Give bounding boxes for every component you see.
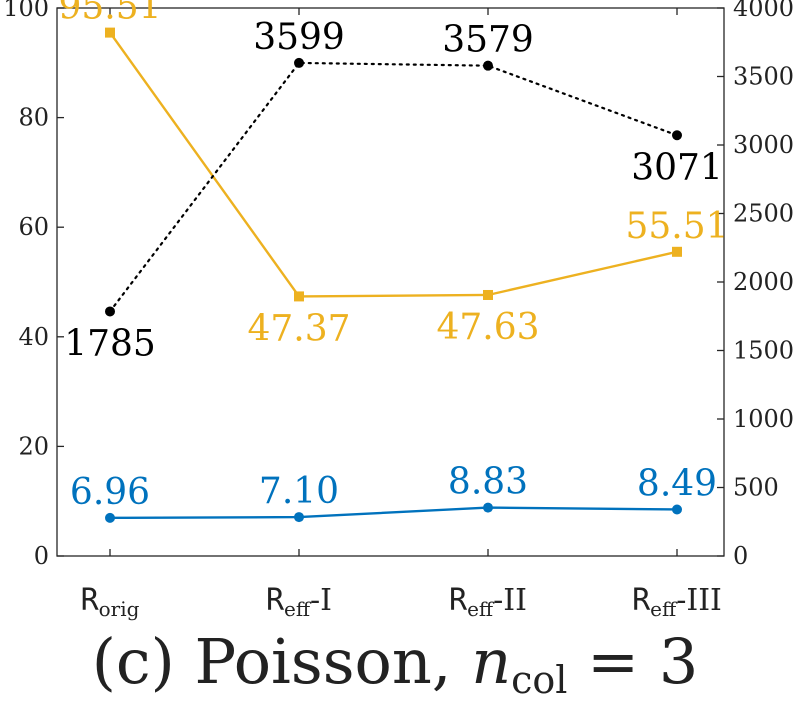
caption-var: n: [471, 625, 511, 698]
data-label-black: 3599: [253, 17, 345, 58]
x-tick-label: Rorig: [81, 583, 140, 621]
caption-suffix: = 3: [567, 625, 698, 698]
x-axis: Rorig Reff-I Reff-II Reff-III: [81, 8, 722, 621]
data-point-orange: [672, 246, 682, 257]
series-line-orange: [109, 31, 678, 298]
right-tick-label: 4000: [733, 0, 793, 22]
data-labels: 95.51 47.37 47.63 55.51 6.96 7.10 8.83 8.49 1785…: [58, 0, 728, 513]
data-label-orange: 47.63: [436, 307, 539, 348]
series-line-blue: [109, 506, 678, 520]
data-point-black: [672, 130, 682, 141]
data-label-black: 1785: [64, 323, 156, 364]
data-point-orange: [105, 27, 115, 38]
x-tick-label: Reff-I: [266, 583, 332, 621]
left-tick-label: 40: [18, 323, 49, 351]
data-point-blue: [105, 512, 115, 523]
right-tick-label: 500: [733, 474, 779, 502]
caption-prefix: (c) Poisson,: [92, 625, 471, 698]
right-tick-label: 1500: [733, 337, 793, 365]
right-tick-label: 0: [733, 542, 748, 570]
data-label-blue: 7.10: [259, 471, 339, 512]
data-point-blue: [483, 502, 493, 513]
caption-sub: col: [511, 658, 567, 702]
data-label-orange: 47.37: [247, 308, 350, 349]
data-label-blue: 6.96: [70, 472, 150, 513]
series-layer: [105, 27, 682, 523]
left-tick-label: 0: [34, 542, 49, 570]
data-label-blue: 8.83: [448, 462, 528, 503]
data-point-blue: [294, 512, 304, 523]
left-tick-label: 80: [18, 104, 49, 132]
left-axis: 0 20 40 60 80 100: [3, 0, 64, 570]
data-label-blue: 8.49: [637, 463, 717, 504]
series-line-black: [108, 61, 679, 313]
right-tick-label: 3000: [733, 131, 793, 159]
data-point-black: [483, 60, 493, 71]
data-label-orange: 95.51: [58, 0, 161, 28]
left-tick-label: 20: [18, 432, 49, 460]
x-tick-label: Reff-II: [449, 583, 527, 621]
right-tick-label: 1000: [733, 405, 793, 433]
right-tick-label: 3500: [733, 63, 793, 91]
chart-caption: (c) Poisson, ncol = 3: [92, 625, 699, 702]
data-label-black: 3071: [631, 147, 723, 188]
right-axis: 0 500 1000 1500 2000 2500 3000 3500 4000: [717, 0, 793, 570]
plot-area: [56, 7, 725, 557]
data-point-orange: [294, 291, 304, 302]
data-point-orange: [483, 289, 493, 300]
x-tick-label: Reff-III: [632, 583, 722, 621]
right-tick-label: 2000: [733, 268, 793, 296]
data-label-orange: 55.51: [625, 206, 728, 247]
data-point-black: [294, 57, 304, 68]
data-point-blue: [672, 504, 682, 515]
data-label-black: 3579: [442, 20, 534, 61]
right-tick-label: 2500: [733, 200, 793, 228]
left-tick-label: 60: [18, 213, 49, 241]
left-tick-label: 100: [3, 0, 49, 22]
data-point-black: [105, 306, 115, 317]
